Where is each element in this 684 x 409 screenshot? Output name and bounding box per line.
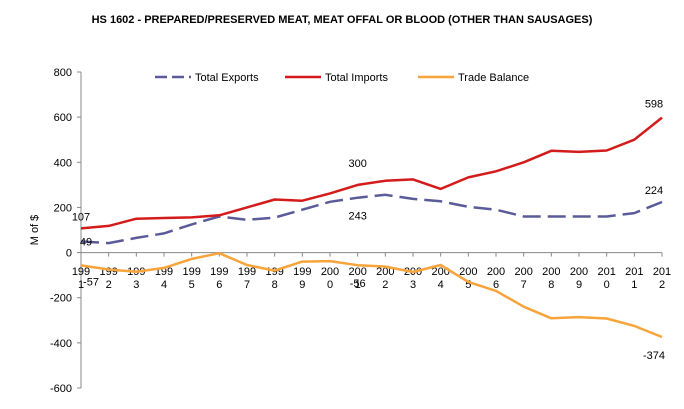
x-tick-label: 201 bbox=[653, 266, 671, 278]
x-tick-label: 2 bbox=[106, 279, 112, 291]
x-tick-label: 3 bbox=[133, 279, 139, 291]
y-tick-label: 0 bbox=[66, 248, 72, 260]
data-label: -374 bbox=[643, 350, 665, 362]
x-tick-label: 5 bbox=[189, 279, 195, 291]
x-tick-label: 7 bbox=[521, 279, 527, 291]
data-label: -56 bbox=[350, 278, 366, 290]
y-tick-label: -200 bbox=[50, 293, 72, 305]
legend-label: Trade Balance bbox=[458, 72, 529, 84]
x-tick-label: 200 bbox=[542, 266, 560, 278]
axes bbox=[80, 72, 662, 388]
x-tick-label: 9 bbox=[576, 279, 582, 291]
x-tick-label: 201 bbox=[625, 266, 643, 278]
data-label: 243 bbox=[348, 211, 366, 223]
data-label: -57 bbox=[83, 276, 99, 288]
legend: Total Exports Total Imports Trade Balance bbox=[155, 72, 529, 84]
x-tick-label: 0 bbox=[604, 279, 610, 291]
series-line-total-imports bbox=[80, 116, 663, 230]
x-tick-label: 200 bbox=[321, 266, 339, 278]
y-tick-label: -400 bbox=[50, 338, 72, 350]
x-tick-label: 7 bbox=[244, 279, 250, 291]
y-tick-label: 800 bbox=[54, 67, 72, 79]
data-label: 300 bbox=[348, 158, 366, 170]
y-tick-label: 200 bbox=[54, 202, 72, 214]
data-label: 49 bbox=[80, 237, 92, 249]
data-label: 598 bbox=[645, 99, 663, 111]
x-tick-label: 199 bbox=[182, 266, 200, 278]
x-tick-label: 200 bbox=[459, 266, 477, 278]
legend-label: Total Imports bbox=[325, 72, 388, 84]
x-tick-label: 8 bbox=[548, 279, 554, 291]
x-tick-label: 0 bbox=[327, 279, 333, 291]
chart-title: HS 1602 - PREPARED/PRESERVED MEAT, MEAT … bbox=[92, 14, 593, 26]
x-tick-label: 6 bbox=[493, 279, 499, 291]
x-tick-label: 6 bbox=[216, 279, 222, 291]
x-tick-label: 199 bbox=[293, 266, 311, 278]
y-tick-label: -600 bbox=[50, 383, 72, 395]
x-tick-label: 199 bbox=[72, 266, 90, 278]
x-tick-label: 200 bbox=[487, 266, 505, 278]
data-label: 107 bbox=[72, 211, 90, 223]
y-tick-label: 400 bbox=[54, 157, 72, 169]
x-tick-label: 5 bbox=[465, 279, 471, 291]
x-tick-label: 3 bbox=[410, 279, 416, 291]
series-line-trade-balance bbox=[80, 251, 663, 339]
x-tick-label: 8 bbox=[272, 279, 278, 291]
x-ticks: 1991199219931994199519961997199819992000… bbox=[72, 252, 671, 291]
series-lines bbox=[80, 116, 663, 339]
x-tick-label: 2 bbox=[382, 279, 388, 291]
x-tick-label: 200 bbox=[376, 266, 394, 278]
x-tick-label: 199 bbox=[238, 266, 256, 278]
x-tick-label: 200 bbox=[570, 266, 588, 278]
x-tick-label: 1 bbox=[78, 279, 84, 291]
x-tick-label: 4 bbox=[161, 279, 167, 291]
x-tick-label: 200 bbox=[514, 266, 532, 278]
y-axis-title: M of $ bbox=[29, 215, 41, 246]
legend-label: Total Exports bbox=[195, 72, 259, 84]
x-tick-label: 200 bbox=[348, 266, 366, 278]
series-line-total-exports bbox=[80, 193, 663, 245]
x-tick-label: 2 bbox=[659, 279, 665, 291]
y-tick-label: 600 bbox=[54, 112, 72, 124]
x-tick-label: 1 bbox=[631, 279, 637, 291]
x-tick-label: 4 bbox=[438, 279, 444, 291]
x-tick-label: 201 bbox=[597, 266, 615, 278]
x-tick-label: 9 bbox=[299, 279, 305, 291]
x-tick-label: 1 bbox=[355, 279, 361, 291]
data-label: 224 bbox=[645, 185, 663, 197]
y-ticks: -600 -400 -200 0 200 400 600 800 bbox=[50, 67, 81, 395]
x-tick-label: 199 bbox=[210, 266, 228, 278]
